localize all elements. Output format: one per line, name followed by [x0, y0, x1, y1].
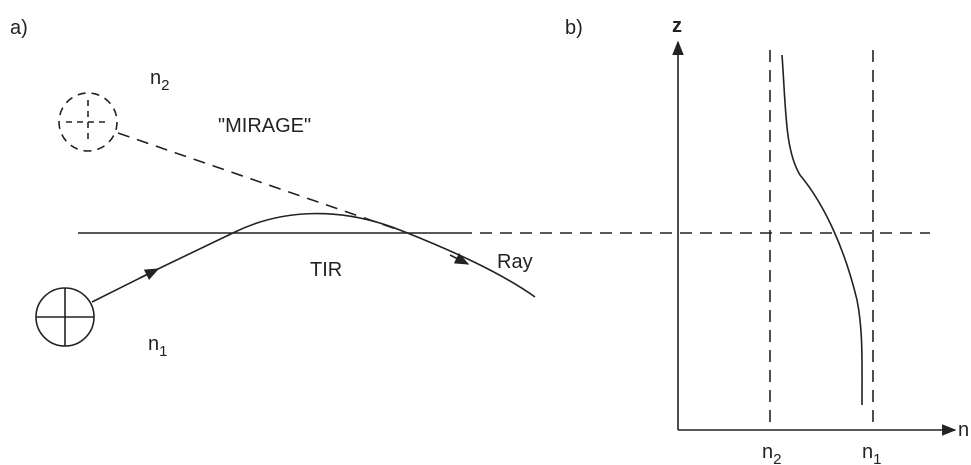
tick-label: n2 [762, 441, 781, 465]
panel-label: a) [10, 17, 28, 39]
arrow [450, 255, 468, 264]
mirage-label: "MIRAGE" [218, 115, 311, 137]
axis-label: n [958, 419, 969, 441]
index-profile [782, 55, 862, 405]
panel-a: a) n2 "MIRAGE" TIR Ray n1 [10, 17, 930, 360]
medium-label: n2 [150, 67, 169, 94]
apparent-ray [118, 133, 402, 231]
ray-path [92, 214, 405, 302]
panel-label: b) [565, 17, 583, 39]
axis-label: z [672, 15, 682, 37]
mirage-image [59, 93, 117, 151]
tick-label: n1 [862, 441, 881, 465]
arrow [140, 269, 158, 278]
source [36, 288, 94, 346]
medium-label: n1 [148, 333, 167, 360]
tir-label: TIR [310, 259, 342, 281]
panel-b: b) z n n2 n1 [565, 15, 969, 465]
diagram: a) n2 "MIRAGE" TIR Ray n1 b) z n n2 n1 [0, 0, 971, 465]
ray-label: Ray [497, 251, 533, 273]
